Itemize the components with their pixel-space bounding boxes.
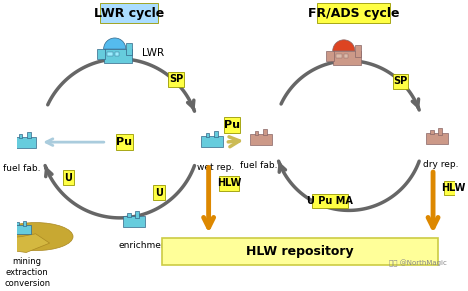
Bar (16, 222, 19, 226)
Text: HLW: HLW (441, 183, 466, 193)
Bar (201, 136, 224, 147)
Text: mining
extraction
conversion: mining extraction conversion (4, 257, 50, 288)
Text: Pu: Pu (224, 120, 240, 130)
Bar (333, 51, 361, 65)
FancyBboxPatch shape (444, 181, 463, 195)
Text: wet rep.: wet rep. (197, 163, 235, 172)
Bar (336, 54, 342, 58)
FancyBboxPatch shape (224, 117, 241, 133)
Text: LWR cycle: LWR cycle (94, 7, 164, 19)
FancyBboxPatch shape (154, 185, 165, 200)
FancyBboxPatch shape (63, 170, 74, 185)
Bar (439, 128, 442, 134)
Text: Pu: Pu (117, 137, 132, 147)
Bar (23, 221, 26, 226)
Bar (27, 132, 31, 138)
Text: HLW repository: HLW repository (246, 245, 354, 258)
Bar (162, 238, 438, 265)
Bar (123, 216, 145, 227)
Bar (326, 51, 334, 61)
Bar (214, 131, 218, 137)
FancyBboxPatch shape (100, 3, 158, 23)
Bar (344, 54, 348, 58)
Bar (206, 133, 209, 136)
Bar (103, 49, 132, 63)
Bar (263, 129, 267, 136)
Text: U: U (65, 173, 72, 183)
Bar (135, 212, 139, 218)
Bar (19, 134, 22, 138)
Text: HLW: HLW (217, 178, 241, 188)
Bar (97, 49, 105, 58)
FancyBboxPatch shape (168, 72, 184, 87)
Text: dry rep.: dry rep. (423, 160, 458, 169)
Polygon shape (0, 234, 50, 253)
Text: fuel fab.: fuel fab. (3, 164, 40, 173)
Text: SP: SP (169, 74, 183, 84)
Text: LWR: LWR (142, 48, 164, 58)
Text: 知乎 @NorthMagic: 知乎 @NorthMagic (389, 259, 447, 267)
Text: fuel fab.: fuel fab. (241, 161, 278, 170)
Text: U Pu MA: U Pu MA (307, 196, 353, 206)
Text: enrichment: enrichment (119, 241, 171, 250)
Bar (250, 134, 272, 145)
Bar (355, 45, 361, 57)
FancyBboxPatch shape (219, 176, 239, 191)
Bar (107, 52, 113, 56)
Bar (431, 130, 434, 134)
Bar (115, 52, 119, 56)
Ellipse shape (0, 223, 73, 251)
Text: U: U (155, 188, 163, 198)
Bar (14, 137, 37, 148)
FancyBboxPatch shape (393, 74, 408, 89)
Bar (255, 131, 258, 135)
FancyBboxPatch shape (312, 194, 348, 208)
Bar (126, 43, 132, 56)
Bar (13, 225, 31, 234)
Text: SP: SP (393, 76, 408, 86)
FancyBboxPatch shape (317, 3, 390, 23)
Wedge shape (333, 40, 355, 51)
Text: FR/ADS cycle: FR/ADS cycle (308, 7, 399, 19)
Bar (426, 133, 448, 144)
Wedge shape (103, 38, 126, 49)
FancyBboxPatch shape (116, 134, 133, 150)
Bar (127, 213, 131, 217)
